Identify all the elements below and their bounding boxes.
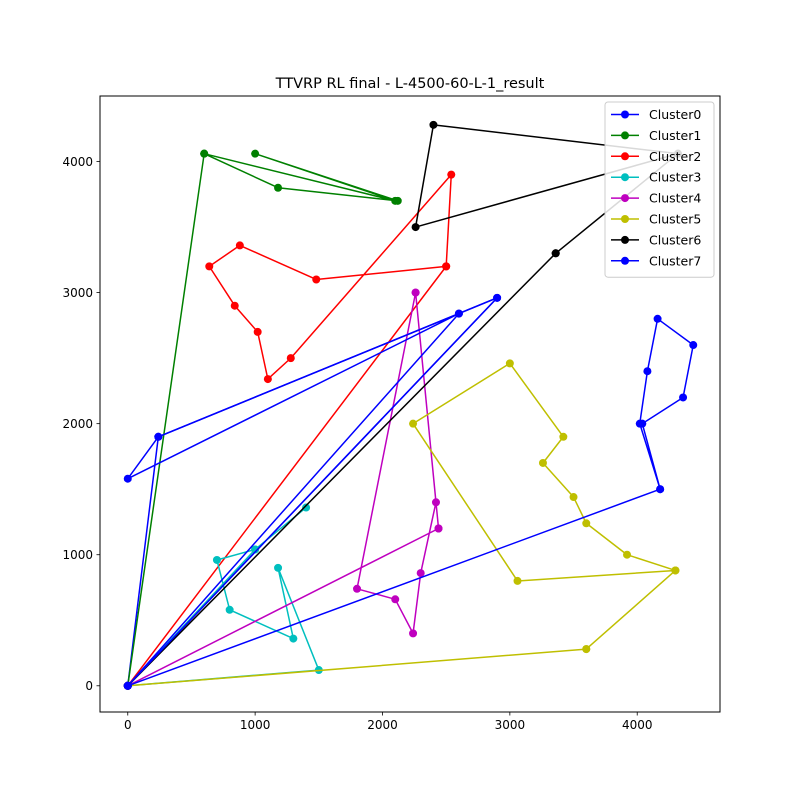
legend-marker-7 xyxy=(621,256,629,265)
legend-entry-3: Cluster3 xyxy=(611,170,701,185)
series-5-point-11 xyxy=(671,566,680,575)
series-4-point-9 xyxy=(434,524,443,533)
plot-layer xyxy=(123,120,698,690)
legend-marker-4 xyxy=(621,194,629,203)
legend-label-5: Cluster5 xyxy=(649,212,701,227)
x-tick-label-3: 3000 xyxy=(495,718,526,732)
series-1-point-5 xyxy=(391,196,400,205)
legend-entry-0: Cluster0 xyxy=(611,107,701,122)
series-line-2 xyxy=(127,173,453,687)
series-4-point-5 xyxy=(409,629,418,638)
series-6-point-4 xyxy=(411,223,420,232)
series-1-point-4 xyxy=(251,149,260,158)
legend-marker-5 xyxy=(621,215,629,223)
series-3-point-2 xyxy=(274,563,283,572)
series-5-point-3 xyxy=(513,576,522,585)
y-tick-label-0: 0 xyxy=(85,679,93,693)
series-7-point-15 xyxy=(123,681,132,690)
legend-entry-4: Cluster4 xyxy=(611,191,701,206)
series-5-point-7 xyxy=(538,458,547,467)
series-5-point-6 xyxy=(559,432,568,441)
series-5-point-5 xyxy=(505,359,514,368)
legend-label-0: Cluster0 xyxy=(649,107,701,122)
series-6-point-6 xyxy=(551,249,560,258)
series-7 xyxy=(123,293,698,690)
series-line-6 xyxy=(127,124,679,687)
series-4-point-8 xyxy=(411,288,420,297)
legend-marker-3 xyxy=(621,173,629,182)
series-2-point-5 xyxy=(230,301,239,310)
series-5-point-10 xyxy=(623,550,632,559)
series-2-point-10 xyxy=(442,262,451,271)
series-4-point-6 xyxy=(391,595,400,604)
legend-label-7: Cluster7 xyxy=(649,253,701,268)
legend-entry-5: Cluster5 xyxy=(611,212,701,227)
series-3-point-3 xyxy=(289,634,298,643)
series-7-point-1 xyxy=(493,293,502,302)
series-5-point-8 xyxy=(569,493,578,502)
series-line-5 xyxy=(127,362,677,687)
series-1-point-6 xyxy=(200,149,209,158)
series-5-point-9 xyxy=(582,519,591,528)
series-2-point-3 xyxy=(235,241,244,250)
series-2-point-9 xyxy=(447,170,456,179)
y-tick-label-4: 4000 xyxy=(62,155,93,169)
legend-entry-6: Cluster6 xyxy=(611,232,701,247)
series-7-point-10 xyxy=(653,314,662,323)
series-1-point-2 xyxy=(274,183,283,192)
series-7-point-5 xyxy=(454,309,463,318)
series-line-7 xyxy=(127,297,694,687)
series-2-point-2 xyxy=(312,275,321,284)
legend-marker-2 xyxy=(621,152,629,161)
series-7-point-11 xyxy=(689,341,698,350)
series-5-point-12 xyxy=(582,645,591,654)
series-2-point-4 xyxy=(205,262,214,271)
legend-marker-0 xyxy=(621,110,629,119)
legend-label-4: Cluster4 xyxy=(649,191,701,206)
legend-entry-7: Cluster7 xyxy=(611,253,701,268)
series-4-point-7 xyxy=(353,584,362,593)
series-7-point-3 xyxy=(123,474,132,483)
x-tick-label-2: 2000 xyxy=(367,718,398,732)
legend-label-1: Cluster1 xyxy=(649,128,701,143)
legend-entry-1: Cluster1 xyxy=(611,128,701,143)
series-7-point-12 xyxy=(679,393,688,402)
x-tick-label-0: 0 xyxy=(124,718,132,732)
series-5-point-4 xyxy=(409,419,418,428)
series-4-point-4 xyxy=(416,569,425,578)
y-tick-label-1: 1000 xyxy=(62,548,93,562)
series-4-point-3 xyxy=(431,498,440,507)
series-7-point-14 xyxy=(656,485,665,494)
series-3-point-5 xyxy=(212,555,221,564)
series-7-point-9 xyxy=(643,367,652,376)
x-tick-label-4: 4000 xyxy=(622,718,653,732)
series-3-point-8 xyxy=(251,545,260,554)
axes-frame xyxy=(99,95,721,713)
legend: Cluster0 Cluster1 Cluster2 Cluster3 Cluster4… xyxy=(604,101,715,278)
y-tick-label-2: 2000 xyxy=(62,417,93,431)
y-tick-label-3: 3000 xyxy=(62,286,93,300)
series-2-point-6 xyxy=(253,327,262,336)
legend-label-3: Cluster3 xyxy=(649,170,701,185)
series-2-point-7 xyxy=(263,375,272,384)
legend-label-2: Cluster2 xyxy=(649,149,701,164)
series-7-point-13 xyxy=(638,419,647,428)
series-7-point-4 xyxy=(154,432,163,441)
series-line-1 xyxy=(127,152,399,686)
ticks-layer: 0 1000 2000 3000 4000 0 1000 2000 3000 4000 xyxy=(62,155,652,732)
series-3-point-4 xyxy=(225,605,234,614)
legend-label-6: Cluster6 xyxy=(649,232,701,247)
legend-marker-1 xyxy=(621,131,629,140)
legend-entry-2: Cluster2 xyxy=(611,149,701,164)
legend-marker-6 xyxy=(621,235,629,244)
series-3-point-7 xyxy=(302,503,311,512)
legend-box xyxy=(604,101,715,278)
chart-title: TTVRP RL final - L-4500-60-L-1_result xyxy=(275,76,545,92)
x-tick-label-1: 1000 xyxy=(240,718,271,732)
series-2-point-8 xyxy=(286,354,295,363)
series-6-point-3 xyxy=(429,120,438,129)
